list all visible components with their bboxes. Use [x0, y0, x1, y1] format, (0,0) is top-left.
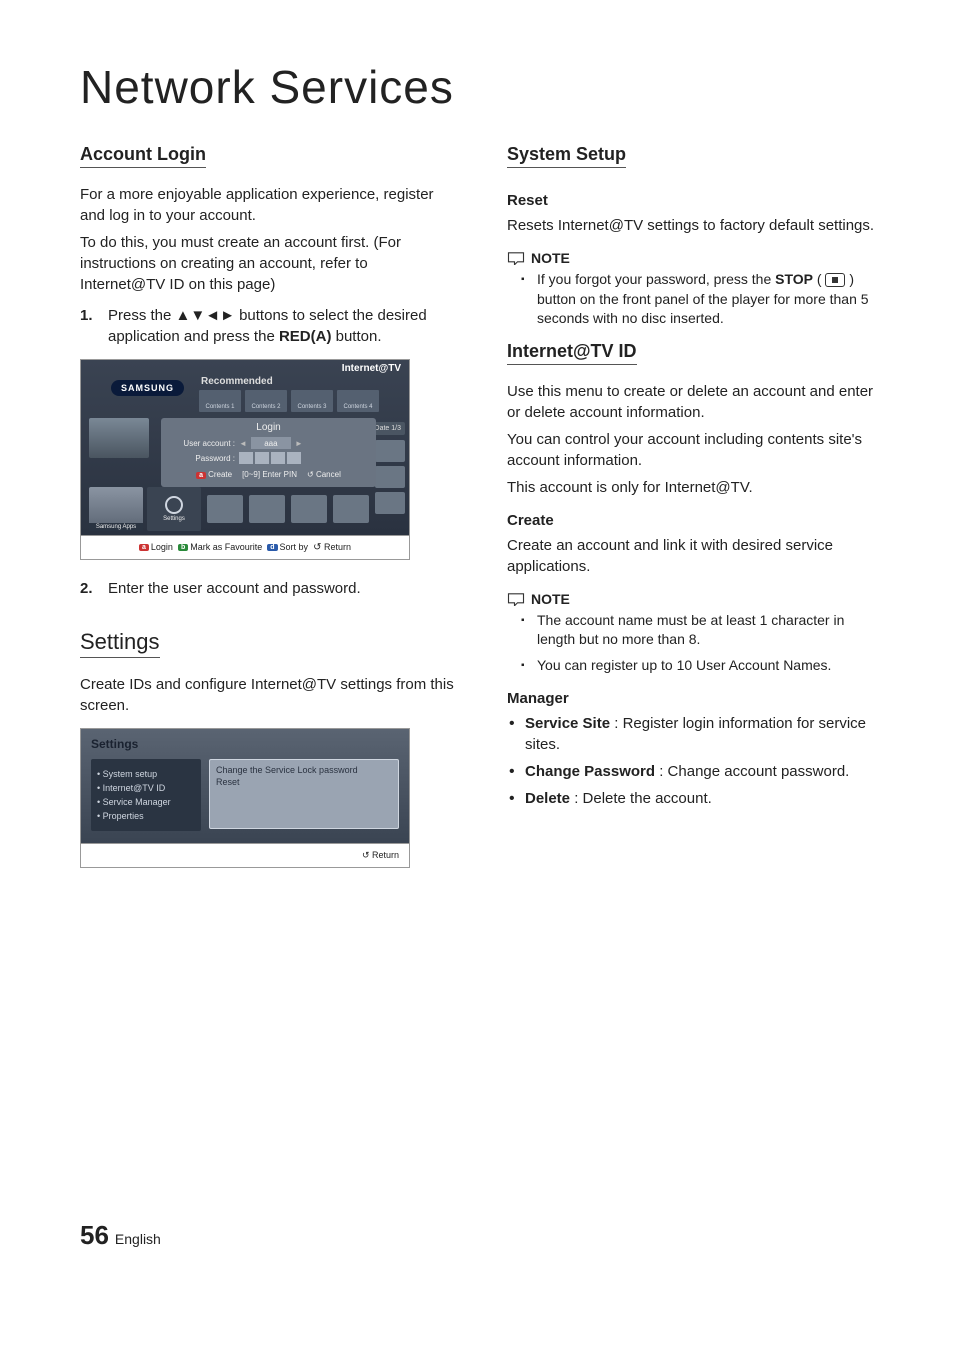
- user-label: User account :: [167, 439, 235, 448]
- itvid-p1: Use this menu to create or delete an acc…: [507, 381, 884, 423]
- account-login-heading: Account Login: [80, 144, 206, 168]
- system-setup-heading: System Setup: [507, 144, 626, 168]
- step1-text-b: RED(A): [279, 328, 332, 345]
- settings-tile: Settings: [147, 487, 201, 531]
- settings-title: Settings: [91, 737, 399, 751]
- app-thumb: [207, 495, 243, 523]
- enter-pin-label: [0~9] Enter PIN: [242, 470, 297, 479]
- two-column-layout: Account Login For a more enjoyable appli…: [80, 144, 884, 880]
- step-1: 1. Press the ▲▼◄► buttons to select the …: [80, 305, 457, 347]
- bullet-service-site: Service Site : Register login informatio…: [521, 713, 884, 755]
- right-column: System Setup Reset Resets Internet@TV se…: [507, 144, 884, 880]
- settings-menu: • System setup • Internet@TV ID • Servic…: [91, 759, 201, 831]
- step-2: 2.Enter the user account and password.: [80, 578, 457, 599]
- note-icon: [507, 592, 525, 606]
- page-title: Network Services: [80, 60, 884, 114]
- cancel-label: ↺ Cancel: [307, 470, 341, 479]
- settings-heading: Settings: [80, 629, 160, 658]
- create-btn: aCreate: [196, 470, 232, 479]
- menu-item: • Internet@TV ID: [97, 783, 195, 793]
- side-thumb: [375, 440, 405, 462]
- step1-text-c: button.: [331, 328, 381, 345]
- note-item: The account name must be at least 1 char…: [537, 611, 884, 650]
- reset-body: Resets Internet@TV settings to factory d…: [507, 215, 884, 236]
- settings-p1: Create IDs and configure Internet@TV set…: [80, 674, 457, 716]
- reco-item: Contents 2: [245, 390, 287, 412]
- menu-item: • System setup: [97, 769, 195, 779]
- thumb-preview: [89, 418, 149, 458]
- app-thumb: [291, 495, 327, 523]
- gear-icon: [165, 496, 183, 514]
- account-login-p1: For a more enjoyable application experie…: [80, 184, 457, 226]
- note-icon: [507, 251, 525, 265]
- login-title: Login: [167, 422, 370, 433]
- settings-bottom-bar: ↺ Return: [81, 843, 409, 867]
- note-item: You can register up to 10 User Account N…: [537, 656, 884, 676]
- note-heading: NOTE: [507, 250, 884, 266]
- menu-item: • Service Manager: [97, 797, 195, 807]
- bullet-change-password: Change Password : Change account passwor…: [521, 761, 884, 782]
- reco-item: Contents 1: [199, 390, 241, 412]
- user-value: aaa: [251, 437, 291, 449]
- page-number: 56: [80, 1220, 109, 1251]
- page-footer: 56 English: [80, 1220, 884, 1251]
- settings-screenshot: Settings • System setup • Internet@TV ID…: [80, 728, 410, 868]
- arrow-right-icon: ►: [295, 439, 303, 448]
- create-body: Create an account and link it with desir…: [507, 535, 884, 577]
- password-boxes: [239, 452, 301, 464]
- itvid-p2: You can control your account including c…: [507, 429, 884, 471]
- side-thumb: [375, 492, 405, 514]
- app-thumb: [333, 495, 369, 523]
- recommended-label: Recommended: [201, 376, 273, 387]
- arrow-left-icon: ◄: [239, 439, 247, 448]
- app-thumb: [249, 495, 285, 523]
- reco-item: Contents 3: [291, 390, 333, 412]
- itvid-p3: This account is only for Internet@TV.: [507, 477, 884, 498]
- manager-heading: Manager: [507, 690, 884, 707]
- settings-detail-box: Change the Service Lock password Reset: [209, 759, 399, 829]
- note-heading-2: NOTE: [507, 591, 884, 607]
- note-item: If you forgot your password, press the S…: [537, 270, 884, 329]
- menu-item: • Properties: [97, 811, 195, 821]
- account-login-p2: To do this, you must create an account f…: [80, 232, 457, 295]
- login-panel: Login User account : ◄ aaa ► Password :: [161, 418, 376, 487]
- header-label: Internet@TV: [342, 363, 401, 374]
- tv-bottom-bar: aLogin bMark as Favourite dSort by ↺ Ret…: [81, 535, 409, 559]
- page-lang: English: [115, 1231, 161, 1247]
- internet-tv-screenshot: SAMSUNG Internet@TV Recommended Contents…: [80, 359, 410, 560]
- side-thumb: [375, 466, 405, 488]
- bullet-delete: Delete : Delete the account.: [521, 788, 884, 809]
- password-label: Password :: [167, 454, 235, 463]
- brand-badge: SAMSUNG: [111, 380, 184, 396]
- left-column: Account Login For a more enjoyable appli…: [80, 144, 457, 880]
- internet-tv-id-heading: Internet@TV ID: [507, 341, 637, 365]
- stop-icon: [825, 273, 845, 287]
- create-heading: Create: [507, 512, 884, 529]
- reset-heading: Reset: [507, 192, 884, 209]
- samsung-apps-tile: Samsung Apps: [89, 487, 143, 531]
- reco-item: Contents 4: [337, 390, 379, 412]
